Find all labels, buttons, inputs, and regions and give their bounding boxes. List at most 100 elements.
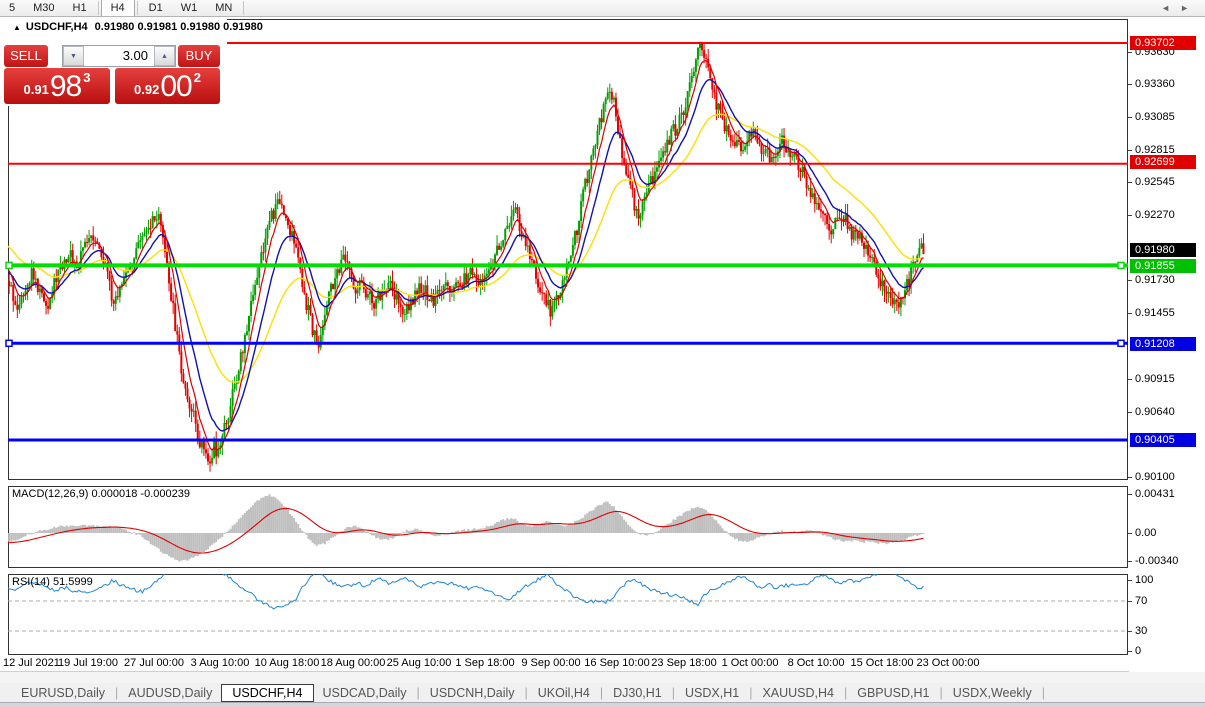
chart-title: ▲ USDCHF,H4 0.91980 0.91981 0.91980 0.9198… [13, 21, 263, 33]
moving-averages [3, 59, 924, 452]
axis-tick-label: 0.92545 [1135, 176, 1175, 188]
axis-tick-mark [1128, 651, 1132, 652]
date-label: 19 Jul 19:00 [58, 657, 118, 669]
price-badge: 0.91980 [1130, 243, 1196, 257]
macd-signal-line [8, 507, 924, 554]
axis-tick-mark [1128, 52, 1132, 53]
date-label: 25 Aug 10:00 [386, 657, 452, 669]
tab-gbpusd-h1[interactable]: GBPUSD,H1 [857, 685, 930, 700]
axis-tick-mark [1128, 313, 1132, 314]
timeframe-w1[interactable]: W1 [180, 2, 198, 14]
time-axis[interactable]: 12 Jul 2021 19 Jul 19:00 27 Jul 00:00 3 Aug… [0, 656, 1129, 671]
axis-tick-mark [1128, 533, 1132, 534]
ma-line[interactable] [3, 113, 924, 383]
axis-tick-mark [1128, 117, 1132, 118]
sell-price-big: 98 [49, 70, 82, 103]
tab-usdcnh-daily[interactable]: USDCNH,Daily [429, 685, 515, 700]
ma-line[interactable] [3, 59, 924, 452]
toolbar-separator [136, 1, 138, 15]
hline-anchor[interactable] [1117, 261, 1125, 270]
date-label: 9 Sep 00:00 [521, 657, 581, 669]
buy-button[interactable]: BUY [178, 45, 220, 67]
hline-anchor[interactable] [5, 261, 13, 270]
tab-usdchf-h4[interactable]: USDCHF,H4 [221, 683, 314, 702]
sell-price-sup: 3 [83, 70, 91, 85]
axis-tick-mark [1128, 84, 1132, 85]
tab-separator: | [749, 685, 753, 700]
axis-tick-mark [1128, 379, 1132, 380]
tab-scroll-left-icon[interactable]: ◄ [1161, 3, 1181, 13]
timeframe-h4[interactable]: H4 [100, 0, 135, 16]
tab-separator: | [1041, 685, 1045, 700]
tab-separator: | [599, 685, 604, 700]
axis-tick-mark [1128, 412, 1132, 413]
axis-tick-mark [1128, 494, 1132, 495]
tab-usdx-h1[interactable]: USDX,H1 [685, 685, 740, 700]
axis-tick-label: 0.90640 [1135, 406, 1175, 418]
collapse-icon[interactable]: ▲ [13, 23, 21, 32]
tab-audusd-daily[interactable]: AUDUSD,Daily [128, 685, 213, 700]
hline-anchor[interactable] [5, 339, 13, 348]
buy-price-button[interactable]: 0.92 00 2 [115, 68, 220, 104]
axis-tick-mark [1128, 631, 1132, 632]
date-label: 23 Oct 00:00 [916, 657, 980, 669]
tab-scroll-right-icon[interactable]: ► [1180, 3, 1199, 13]
timeframe-m30[interactable]: M30 [33, 2, 55, 14]
axis-tick-label: 0.90100 [1135, 471, 1175, 483]
tab-separator: | [939, 685, 943, 700]
price-badge: 0.90405 [1130, 433, 1196, 447]
macd-label: MACD(12,26,9) 0.000018 -0.000239 [12, 488, 190, 500]
timeframe-toolbar: 5 M30 H1 H4 D1 W1 MN [0, 0, 1205, 17]
tabs-gap [0, 671, 1205, 683]
tab-usdcad-daily[interactable]: USDCAD,Daily [322, 685, 407, 700]
date-label: 12 Jul 2021 [3, 657, 60, 669]
rsi-panel-frame [8, 574, 1128, 655]
main-panel-frame [8, 19, 1128, 480]
date-label: 8 Oct 10:00 [787, 657, 845, 669]
axis-tick-label: 0.00 [1135, 527, 1157, 539]
tab-eurusd-daily[interactable]: EURUSD,Daily [21, 685, 106, 700]
rsi-label: RSI(14) 51.5999 [12, 576, 93, 588]
axis-tick-label: 0.93360 [1135, 78, 1175, 90]
tab-separator: | [844, 685, 848, 700]
tab-dj30-h1[interactable]: DJ30,H1 [613, 685, 662, 700]
axis-tick-mark [1128, 601, 1132, 602]
axis-tick-mark [1128, 280, 1132, 281]
axis-tick-label: 0.91455 [1135, 307, 1175, 319]
date-label: 1 Sep 18:00 [455, 657, 515, 669]
axis-tick-label: 0.93085 [1135, 111, 1175, 123]
timeframe-m5[interactable]: 5 [9, 2, 16, 14]
volume-spinner: ▼ 3.00 ▲ [62, 45, 176, 67]
axis-tick-mark [1128, 150, 1132, 151]
price-badge: 0.91855 [1130, 259, 1196, 273]
volume-input[interactable]: 3.00 [122, 48, 148, 63]
candles [8, 41, 925, 472]
hline-anchor[interactable] [1117, 339, 1125, 348]
macd-panel-frame [8, 486, 1128, 568]
tab-xauusd-h4[interactable]: XAUUSD,H4 [762, 685, 834, 700]
price-badge: 0.91208 [1130, 337, 1196, 351]
rsi-indicator [8, 574, 924, 610]
timeframe-d1[interactable]: D1 [148, 2, 163, 14]
price-axis[interactable]: 0.93630 0.93360 0.93085 0.92815 0.92545 0.922… [1128, 18, 1205, 672]
toolbar-separator [243, 1, 245, 15]
chart-quotes: 0.91980 0.91981 0.91980 0.91980 [94, 21, 263, 33]
axis-tick-label: 30 [1135, 625, 1148, 637]
macd-indicator [8, 494, 925, 562]
axis-tick-mark [1128, 477, 1132, 478]
axis-tick-label: 0 [1135, 645, 1142, 657]
volume-decrease-icon[interactable]: ▼ [63, 46, 84, 66]
sell-button[interactable]: SELL [4, 45, 48, 67]
timeframe-mn[interactable]: MN [215, 2, 233, 14]
date-label: 16 Sep 10:00 [584, 657, 650, 669]
timeframe-h1[interactable]: H1 [72, 2, 87, 14]
chart-canvas[interactable] [0, 0, 1205, 680]
ma-line[interactable] [3, 78, 924, 432]
tab-usdx-weekly[interactable]: USDX,Weekly [952, 685, 1032, 700]
tab-separator: | [115, 685, 119, 700]
tab-ukoil-h4[interactable]: UKOil,H4 [537, 685, 590, 700]
axis-tick-mark [1128, 561, 1132, 562]
volume-increase-icon[interactable]: ▲ [154, 46, 175, 66]
buy-price-sup: 2 [193, 70, 201, 85]
sell-price-button[interactable]: 0.91 98 3 [4, 68, 110, 104]
